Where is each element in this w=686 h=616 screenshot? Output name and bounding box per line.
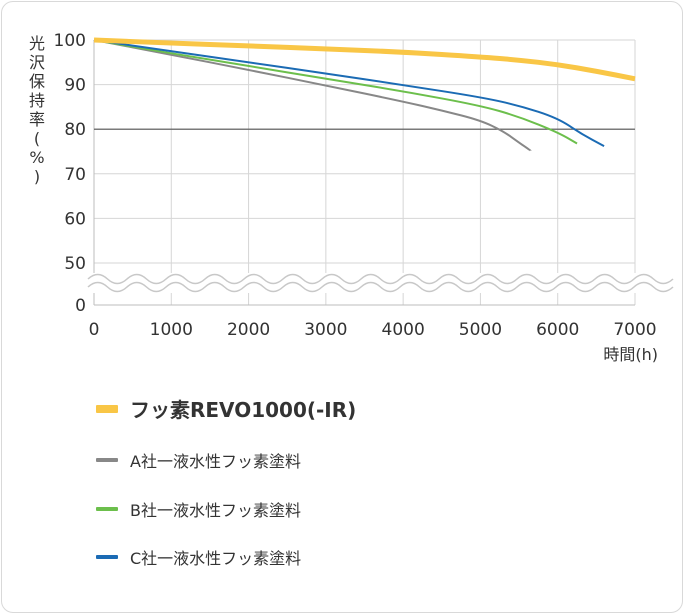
y-axis-label-char: 率	[28, 110, 45, 129]
x-tick-label: 6000	[536, 320, 579, 340]
y-axis-label-char: 沢	[28, 53, 45, 72]
legend-item: フッ素REVO1000(-IR)	[96, 394, 356, 423]
axis-break-wave-upper	[87, 273, 674, 285]
x-tick-label: 7000	[613, 320, 656, 340]
y-axis-label-char: (	[33, 129, 41, 148]
x-tick-label: 0	[89, 320, 100, 340]
y-axis-label-char: 保	[28, 72, 45, 91]
series-lines	[93, 37, 636, 152]
x-tick-label: 4000	[382, 320, 425, 340]
y-tick-label: 90	[64, 76, 86, 96]
axis-break-wave-lower	[87, 281, 674, 293]
x-tick-labels: 0 1000 2000 3000 4000 5000 6000 7000	[89, 320, 657, 340]
y-axis-label-char: 光	[28, 34, 45, 53]
legend-item: A社一液水性フッ素塗料	[96, 448, 301, 472]
legend-label: C社一液水性フッ素塗料	[130, 549, 302, 568]
series-line-1	[93, 39, 532, 152]
y-tick-label: 80	[64, 120, 86, 140]
legend-swatch	[96, 555, 118, 559]
x-tick-label: 1000	[150, 320, 193, 340]
y-tick-label: 70	[64, 165, 86, 185]
legend-swatch	[96, 458, 118, 462]
legend-swatch	[96, 404, 118, 413]
legend-item: B社一液水性フッ素塗料	[96, 497, 301, 521]
x-tick-label: 3000	[304, 320, 347, 340]
y-axis-label-char: 持	[28, 91, 45, 110]
legend-label: フッ素REVO1000(-IR)	[130, 398, 357, 422]
y-axis-label-char: %	[29, 148, 45, 167]
y-tick-label: 50	[64, 254, 86, 274]
y-tick-label: 100	[54, 31, 86, 51]
x-tick-label: 5000	[459, 320, 502, 340]
series-line-3	[93, 39, 605, 148]
x-axis-label: 時間(h)	[603, 345, 658, 364]
y-tick-label: 0	[75, 296, 86, 316]
series-line-0	[93, 37, 636, 82]
series-line-2	[93, 39, 578, 145]
y-tick-label: 60	[64, 209, 86, 229]
legend-swatch	[96, 507, 118, 511]
legend-label: B社一液水性フッ素塗料	[130, 501, 301, 520]
legend-label: A社一液水性フッ素塗料	[130, 452, 301, 471]
legend-item: C社一液水性フッ素塗料	[96, 545, 301, 569]
x-tick-label: 2000	[227, 320, 270, 340]
y-axis-label-char: )	[33, 167, 41, 186]
axis-break	[86, 273, 674, 293]
y-tick-labels: 100 90 80 70 60 50 0	[54, 31, 86, 316]
